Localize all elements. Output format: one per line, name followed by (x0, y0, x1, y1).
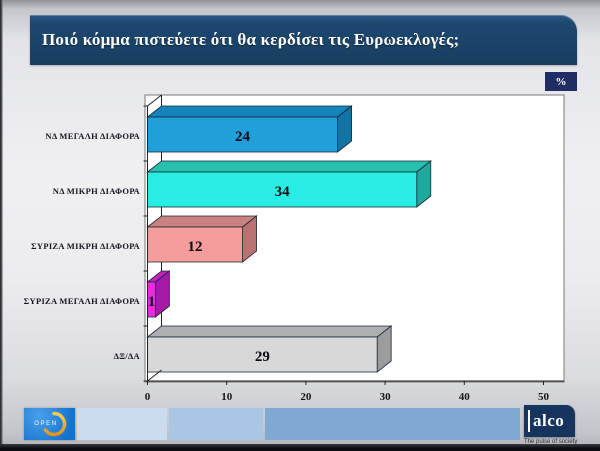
axis-bottom-diagonal (147, 369, 162, 382)
bar (147, 226, 243, 263)
bar-top-face (146, 215, 258, 228)
bar (147, 116, 338, 153)
footer-band-3 (265, 408, 520, 440)
open-logo-label: OPEN (34, 421, 58, 427)
left-edge-shadow (0, 0, 3, 451)
percent-badge: % (545, 72, 577, 91)
footer-band-2 (169, 408, 263, 440)
question-header: Ποιό κόμμα πιστεύετε ότι θα κερδίσει τις… (30, 15, 577, 65)
bar-value-label: 34 (275, 184, 291, 200)
open-logo: OPEN (24, 408, 75, 440)
footer-band-1 (77, 408, 167, 440)
category-label: ΝΔ ΜΕΓΑΛΗ ΔΙΑΦΟΡΑ (45, 131, 140, 141)
bar-value-label: 29 (255, 349, 270, 365)
alco-tagline: The pulse of society (524, 439, 578, 445)
bar-top-face (146, 160, 432, 173)
category-label: ΣΥΡΙΖΑ ΜΕΓΑΛΗ ΔΙΑΦΟΡΑ (24, 296, 141, 306)
alco-logo-accent (528, 410, 530, 432)
category-label: ΝΔ ΜΙΚΡΗ ΔΙΑΦΟΡΑ (53, 186, 141, 196)
bar-top-face (146, 325, 393, 338)
x-tick-label: 40 (459, 391, 471, 403)
x-tick-label: 50 (538, 391, 550, 403)
category-label: ΣΥΡΙΖΑ ΜΙΚΡΗ ΔΙΑΦΟΡΑ (31, 241, 141, 251)
bar (147, 171, 418, 208)
bottom-strip (0, 444, 600, 451)
alco-logo-label: alco (533, 411, 565, 430)
bar-value-label: 24 (235, 129, 251, 145)
open-logo-arc-icon (43, 411, 67, 437)
bar (147, 336, 378, 373)
bar-value-label: 1 (148, 294, 156, 310)
axis-top-diagonal (147, 94, 162, 107)
x-tick-label: 30 (380, 391, 392, 403)
bar-top-face (146, 105, 353, 118)
x-tick-label: 10 (221, 391, 233, 403)
alco-logo: alco (524, 405, 575, 437)
x-tick-label: 0 (145, 391, 151, 403)
page-title: Ποιό κόμμα πιστεύετε ότι θα κερδίσει τις… (42, 30, 460, 49)
x-tick-label: 20 (300, 391, 312, 403)
category-label: ΔΞ/ΔΑ (114, 351, 141, 361)
bar-value-label: 12 (188, 239, 203, 255)
